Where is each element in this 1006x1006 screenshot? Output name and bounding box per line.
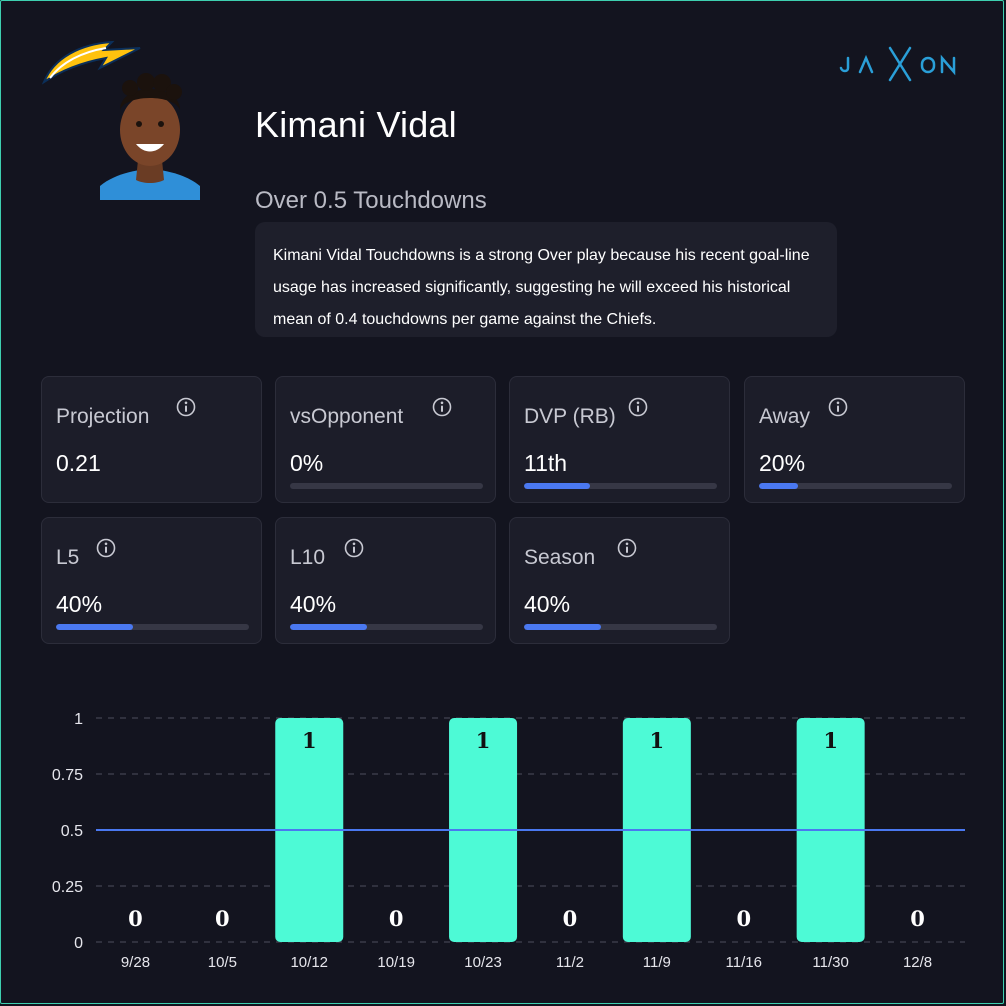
stat-progress-track	[524, 483, 717, 489]
stat-value: 40%	[524, 591, 571, 617]
stat-label: Season	[524, 546, 596, 569]
y-tick-label: 1	[74, 711, 83, 728]
x-tick-label: 9/28	[121, 954, 150, 971]
data-label: 1	[650, 728, 665, 753]
x-tick-label: 11/30	[812, 954, 848, 971]
stat-progress-fill	[290, 624, 368, 630]
x-tick-label: 10/19	[377, 954, 415, 971]
stat-card-away: Away 20%	[744, 376, 965, 503]
stat-label: L5	[56, 546, 80, 569]
info-icon[interactable]	[628, 397, 648, 417]
info-icon[interactable]	[617, 538, 637, 558]
stat-label: Away	[759, 405, 810, 428]
stat-label: Projection	[56, 405, 150, 428]
x-tick-label: 10/12	[290, 954, 328, 971]
info-icon[interactable]	[432, 397, 452, 417]
y-tick-label: 0.25	[52, 879, 83, 896]
stat-progress-track	[759, 483, 952, 489]
stat-value: 11th	[524, 450, 568, 476]
stat-value: 40%	[290, 591, 337, 617]
x-tick-label: 10/23	[464, 954, 502, 971]
stat-progress-track	[290, 483, 483, 489]
info-icon[interactable]	[96, 538, 116, 558]
team-logo	[41, 40, 141, 85]
player-name: Kimani Vidal	[255, 104, 457, 145]
data-label: 1	[476, 728, 491, 753]
stat-progress-track	[290, 624, 483, 630]
info-icon[interactable]	[176, 397, 196, 417]
stat-card-l10: L10 40%	[275, 517, 496, 644]
stat-progress-track	[56, 624, 249, 630]
stat-progress-fill	[56, 624, 134, 630]
y-tick-label: 0.5	[61, 823, 83, 840]
data-label: 0	[389, 906, 404, 931]
y-tick-label: 0.75	[52, 767, 83, 784]
x-tick-label: 12/8	[903, 954, 932, 971]
stat-card-dvp: DVP (RB) 11th	[509, 376, 730, 503]
data-label: 1	[823, 728, 838, 753]
stat-value: 20%	[759, 450, 806, 476]
x-tick-label: 11/9	[643, 954, 671, 971]
stat-progress-fill	[524, 483, 590, 489]
stat-value: 40%	[56, 591, 103, 617]
info-icon[interactable]	[344, 538, 364, 558]
x-tick-label: 10/5	[208, 954, 237, 971]
info-icon[interactable]	[828, 397, 848, 417]
prop-summary: Kimani Vidal Touchdowns is a strong Over…	[255, 222, 837, 337]
stat-card-l5: L5 40%	[41, 517, 262, 644]
stat-progress-track	[524, 624, 717, 630]
data-label: 0	[910, 906, 925, 931]
stat-progress-fill	[759, 483, 798, 489]
stat-value: 0.21	[56, 450, 101, 476]
stat-label: DVP (RB)	[524, 405, 616, 428]
data-label: 1	[302, 728, 317, 753]
stat-card-season: Season 40%	[509, 517, 730, 644]
stat-label: vsOpponent	[290, 405, 404, 428]
stat-value: 0%	[290, 450, 324, 476]
stat-card-projection: Projection 0.21	[41, 376, 262, 503]
x-tick-label: 11/16	[726, 954, 762, 971]
player-headshot	[100, 73, 200, 200]
stat-progress-fill	[524, 624, 602, 630]
stat-label: L10	[290, 546, 326, 569]
data-label: 0	[128, 906, 143, 931]
y-tick-label: 0	[74, 935, 83, 952]
game-log-chart: 0 0.25 0.5 0.75 1 0 9/28 0 10/5 1 10/12 0 10/19 1 10/2…	[52, 711, 965, 971]
x-tick-label: 11/2	[556, 954, 584, 971]
prop-line: Over 0.5 Touchdowns	[255, 187, 487, 214]
data-label: 0	[215, 906, 230, 931]
data-label: 0	[563, 906, 578, 931]
brand-logo	[839, 46, 956, 82]
stat-card-vsopponent: vsOpponent 0%	[275, 376, 496, 503]
data-label: 0	[736, 906, 751, 931]
